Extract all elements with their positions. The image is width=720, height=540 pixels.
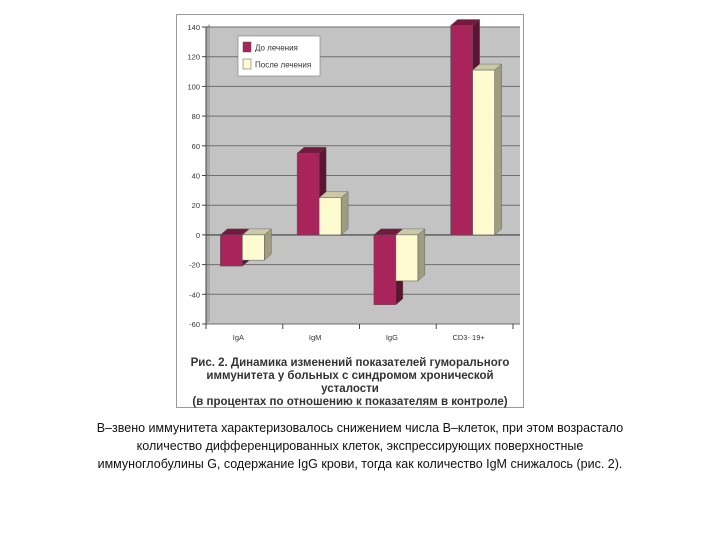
bar-after-IgA xyxy=(241,228,272,261)
legend-label: После лечения xyxy=(255,61,311,70)
legend-swatch xyxy=(242,41,252,53)
x-tick-label: IgM xyxy=(309,333,322,342)
bar-side xyxy=(494,63,502,236)
body-line: иммуноглобулины G, содержание IgG крови,… xyxy=(97,457,623,471)
bar-front xyxy=(220,234,243,267)
figure-caption: Рис. 2. Динамика изменений показателей г… xyxy=(176,357,524,409)
bar-chart: 140 120 100 80 60 40 20 0 -20 -40 -60 IgA IgM IgG CD3-… xyxy=(187,19,520,342)
bar-front xyxy=(296,152,320,236)
body-line: B–звено иммунитета характеризовалось сни… xyxy=(96,421,624,435)
bar-front xyxy=(472,69,495,236)
caption-line: (в процентах по отношению к показателям … xyxy=(192,396,508,408)
y-tick-label: 80 xyxy=(192,112,200,121)
caption-line: Рис. 2. Динамика изменений показателей г… xyxy=(190,357,510,369)
y-tick-label: -60 xyxy=(189,320,200,329)
bar-front xyxy=(450,25,473,236)
body-line: количество дифференцированных клеток, эк… xyxy=(136,439,584,453)
x-tick-label: IgG xyxy=(386,333,398,342)
caption-line: иммунитета у больных с синдромом хрониче… xyxy=(206,370,494,395)
y-tick-label: 20 xyxy=(192,201,200,210)
y-tick-label: -40 xyxy=(189,290,200,299)
bar-front xyxy=(395,234,419,282)
bar-front xyxy=(242,234,265,261)
y-tick-label: 140 xyxy=(187,23,200,32)
bar-after-IgG xyxy=(395,228,426,282)
y-tick-label: 40 xyxy=(192,172,200,181)
y-tick-label: -20 xyxy=(189,261,200,270)
x-tick-label: IgA xyxy=(233,333,244,342)
legend-swatch xyxy=(242,58,252,70)
plot-side-wall xyxy=(206,24,210,324)
body-paragraph: B–звено иммунитета характеризовалось сни… xyxy=(30,419,690,473)
y-tick-label: 120 xyxy=(187,53,200,62)
x-tick-label: CD3- 19+ xyxy=(452,333,485,342)
legend-label: До лечения xyxy=(255,44,298,53)
bar-after-IgM xyxy=(318,191,349,236)
bar-side xyxy=(340,191,349,236)
plot-area: 140 120 100 80 60 40 20 0 -20 -40 -60 IgA IgM IgG CD3-… xyxy=(187,19,520,342)
bar-after-CD319 xyxy=(472,63,503,236)
legend: До лечения После лечения xyxy=(237,35,321,77)
y-tick-label: 60 xyxy=(192,142,200,151)
y-tick-label: 0 xyxy=(196,231,200,240)
bar-front xyxy=(318,197,342,236)
bar-side xyxy=(417,228,426,282)
y-tick-label: 100 xyxy=(187,82,200,91)
bar-front xyxy=(373,234,397,305)
legend-box xyxy=(237,35,321,77)
